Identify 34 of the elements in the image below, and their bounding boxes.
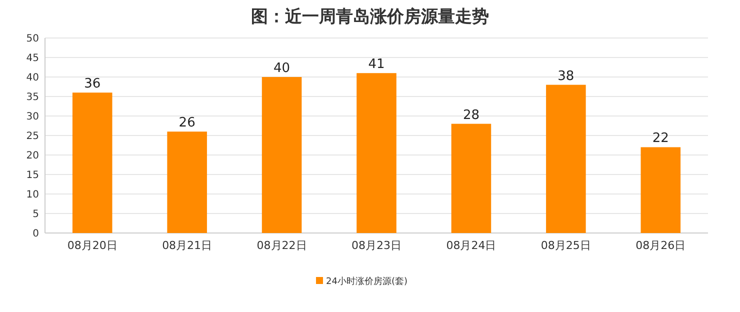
x-tick-label: 08月21日 xyxy=(162,239,212,252)
x-tick-label: 08月25日 xyxy=(540,239,591,252)
data-label: 36 xyxy=(84,76,101,92)
x-tick-label: 08月24日 xyxy=(446,239,496,252)
x-tick-label: 08月23日 xyxy=(352,239,402,252)
y-tick-label: 35 xyxy=(26,92,39,103)
chart-title: 图：近一周青岛涨价房源量走势 xyxy=(251,7,489,27)
data-label: 28 xyxy=(462,108,480,123)
y-tick-label: 5 xyxy=(32,209,39,220)
y-tick-label: 10 xyxy=(26,190,39,200)
x-tick-label: 08月26日 xyxy=(636,239,686,252)
data-label: 40 xyxy=(274,61,290,76)
data-label: 41 xyxy=(368,57,385,72)
bar xyxy=(167,132,207,233)
x-tick-label: 08月22日 xyxy=(256,239,307,252)
y-tick-label: 45 xyxy=(26,53,39,64)
bar xyxy=(72,92,112,233)
bar xyxy=(640,147,681,233)
y-tick-label: 15 xyxy=(26,170,39,181)
bar xyxy=(451,124,492,233)
x-tick-label: 08月20日 xyxy=(67,239,118,252)
y-tick-label: 50 xyxy=(26,34,39,44)
y-tick-label: 20 xyxy=(26,150,39,162)
bar xyxy=(262,77,302,233)
y-tick-label: 30 xyxy=(26,112,39,122)
data-label: 26 xyxy=(178,116,196,131)
y-tick-label: 40 xyxy=(26,72,39,84)
data-label: 22 xyxy=(652,131,669,146)
bar xyxy=(356,73,396,233)
bar xyxy=(546,84,586,233)
legend-label: 24小时涨价房源(套) xyxy=(326,276,408,287)
data-label: 38 xyxy=(558,68,574,84)
y-tick-label: 25 xyxy=(26,131,39,142)
y-tick-label: 0 xyxy=(32,228,39,240)
